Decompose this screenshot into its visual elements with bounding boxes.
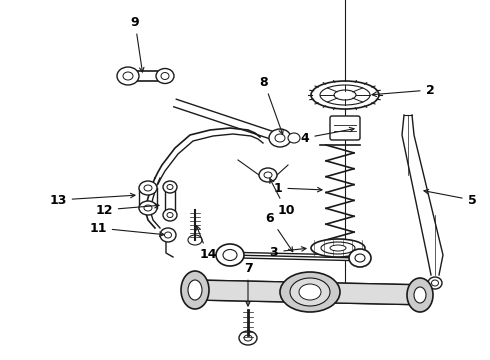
Text: 6: 6 xyxy=(266,212,293,252)
Text: 4: 4 xyxy=(301,127,354,144)
Ellipse shape xyxy=(117,67,139,85)
Text: 1: 1 xyxy=(273,181,322,194)
Text: 12: 12 xyxy=(95,203,159,216)
Ellipse shape xyxy=(163,181,177,193)
Ellipse shape xyxy=(188,235,202,245)
Ellipse shape xyxy=(188,280,202,300)
Ellipse shape xyxy=(216,244,244,266)
Ellipse shape xyxy=(299,284,321,300)
Ellipse shape xyxy=(163,209,177,221)
Ellipse shape xyxy=(280,272,340,312)
Text: 2: 2 xyxy=(372,84,434,96)
Ellipse shape xyxy=(311,81,379,109)
Text: 3: 3 xyxy=(270,246,306,258)
Text: 7: 7 xyxy=(244,261,252,306)
Text: 8: 8 xyxy=(260,76,283,134)
Ellipse shape xyxy=(139,201,157,215)
Text: 11: 11 xyxy=(89,221,164,237)
Ellipse shape xyxy=(321,242,355,254)
FancyBboxPatch shape xyxy=(330,116,360,140)
Ellipse shape xyxy=(428,277,442,289)
Ellipse shape xyxy=(139,181,157,195)
Text: 10: 10 xyxy=(270,179,295,216)
Text: 13: 13 xyxy=(49,193,135,207)
Ellipse shape xyxy=(334,90,356,100)
Ellipse shape xyxy=(288,133,300,143)
Ellipse shape xyxy=(407,278,433,312)
Ellipse shape xyxy=(156,68,174,84)
Polygon shape xyxy=(195,280,430,305)
Ellipse shape xyxy=(349,249,371,267)
Text: 14: 14 xyxy=(196,226,217,261)
Text: 5: 5 xyxy=(424,189,476,207)
Ellipse shape xyxy=(239,331,257,345)
Ellipse shape xyxy=(181,271,209,309)
Ellipse shape xyxy=(330,245,346,251)
Ellipse shape xyxy=(320,85,370,105)
Ellipse shape xyxy=(311,239,365,257)
Ellipse shape xyxy=(160,228,176,242)
Ellipse shape xyxy=(290,278,330,306)
Ellipse shape xyxy=(269,129,291,147)
Ellipse shape xyxy=(259,168,277,182)
Ellipse shape xyxy=(414,287,426,303)
Text: 9: 9 xyxy=(131,15,144,72)
